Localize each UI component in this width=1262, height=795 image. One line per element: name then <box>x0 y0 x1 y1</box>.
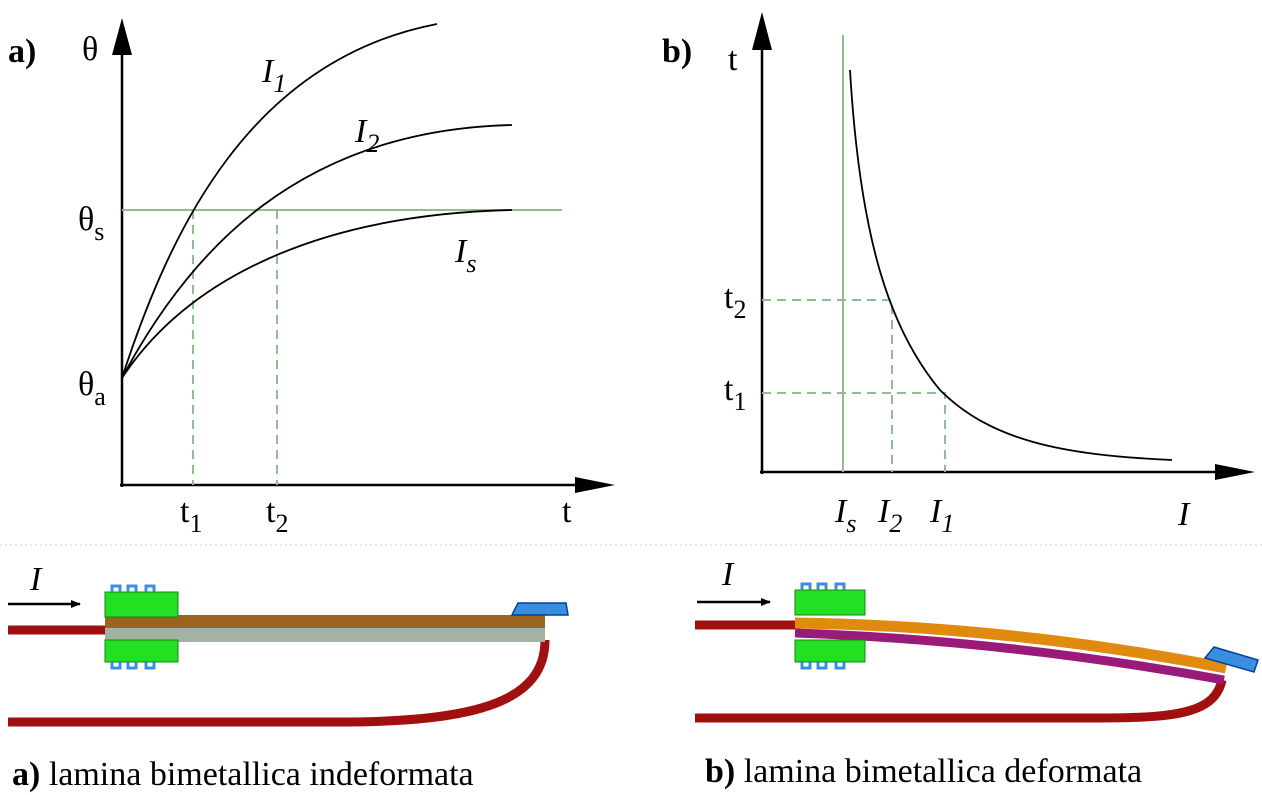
text-part: 1 <box>941 509 954 538</box>
tick-label: t1 <box>724 371 746 416</box>
tick-label: t1 <box>180 493 202 538</box>
axis-label: t <box>728 41 738 78</box>
diagram: a) θ t θs θa I1 I2 Is t1 t2 b) t I t2 t1… <box>0 0 1262 795</box>
text-part: 2 <box>366 129 379 158</box>
current-label: I <box>29 561 43 598</box>
text-part: a) <box>12 756 40 793</box>
panel-b: b) t I t2 t1 Is I2 I1 <box>662 12 1255 538</box>
arrow-head <box>575 477 615 493</box>
tick-label: t2 <box>724 279 746 324</box>
clamp <box>105 640 178 662</box>
arrow-head <box>1215 464 1255 480</box>
tick-label: Is <box>834 493 856 538</box>
arrow-head <box>752 12 772 50</box>
panel-a: a) θ t θs θa I1 I2 Is t1 t2 <box>8 18 615 538</box>
text-part: 2 <box>275 509 288 538</box>
text-part: 2 <box>889 509 902 538</box>
text-part: 1 <box>273 69 286 98</box>
axis-label: I <box>1177 496 1191 533</box>
panel-label: b) <box>662 33 692 70</box>
text-part: 1 <box>733 387 746 416</box>
text-part: s <box>94 217 104 246</box>
text-part: 2 <box>733 295 746 324</box>
curve <box>122 125 512 378</box>
clamp <box>795 640 865 662</box>
axis-label: θ <box>82 31 98 68</box>
current-label: I <box>721 556 735 593</box>
caption: a) lamina bimetallica indeformata <box>12 756 474 793</box>
curve <box>850 70 1172 460</box>
axis-value-label: θa <box>78 366 106 411</box>
text-part: lamina bimetallica deformata <box>744 753 1142 790</box>
wire <box>695 680 1222 718</box>
text-part: s <box>846 509 856 538</box>
text-part: lamina bimetallica indeformata <box>49 756 474 793</box>
contact <box>512 603 568 615</box>
curve-label: I1 <box>261 53 286 98</box>
text-part: b) <box>705 753 735 790</box>
text-part: θ <box>78 201 94 238</box>
clamp <box>105 592 178 617</box>
tick-label: I1 <box>929 493 954 538</box>
caption: b) lamina bimetallica deformata <box>705 753 1142 790</box>
wire <box>8 640 545 722</box>
text-part: a <box>94 382 106 411</box>
axis-label: t <box>562 493 572 530</box>
panel-label: a) <box>8 33 36 70</box>
text-part: θ <box>78 366 94 403</box>
drawing-a: I a) lamina bimetallica indeformata <box>8 561 568 793</box>
drawing-b: I b) lamina bimetallica deformata <box>695 556 1258 790</box>
tick-label: I2 <box>877 493 902 538</box>
arrow-head <box>112 18 132 55</box>
curve-label: I2 <box>354 113 379 158</box>
tick-label: t2 <box>266 493 288 538</box>
text-part: s <box>466 249 476 278</box>
guide-line <box>762 300 892 472</box>
clamp <box>795 590 865 615</box>
text-part: 1 <box>189 509 202 538</box>
curve-label: Is <box>454 233 476 278</box>
guide-line <box>762 393 945 472</box>
axis-value-label: θs <box>78 201 104 246</box>
